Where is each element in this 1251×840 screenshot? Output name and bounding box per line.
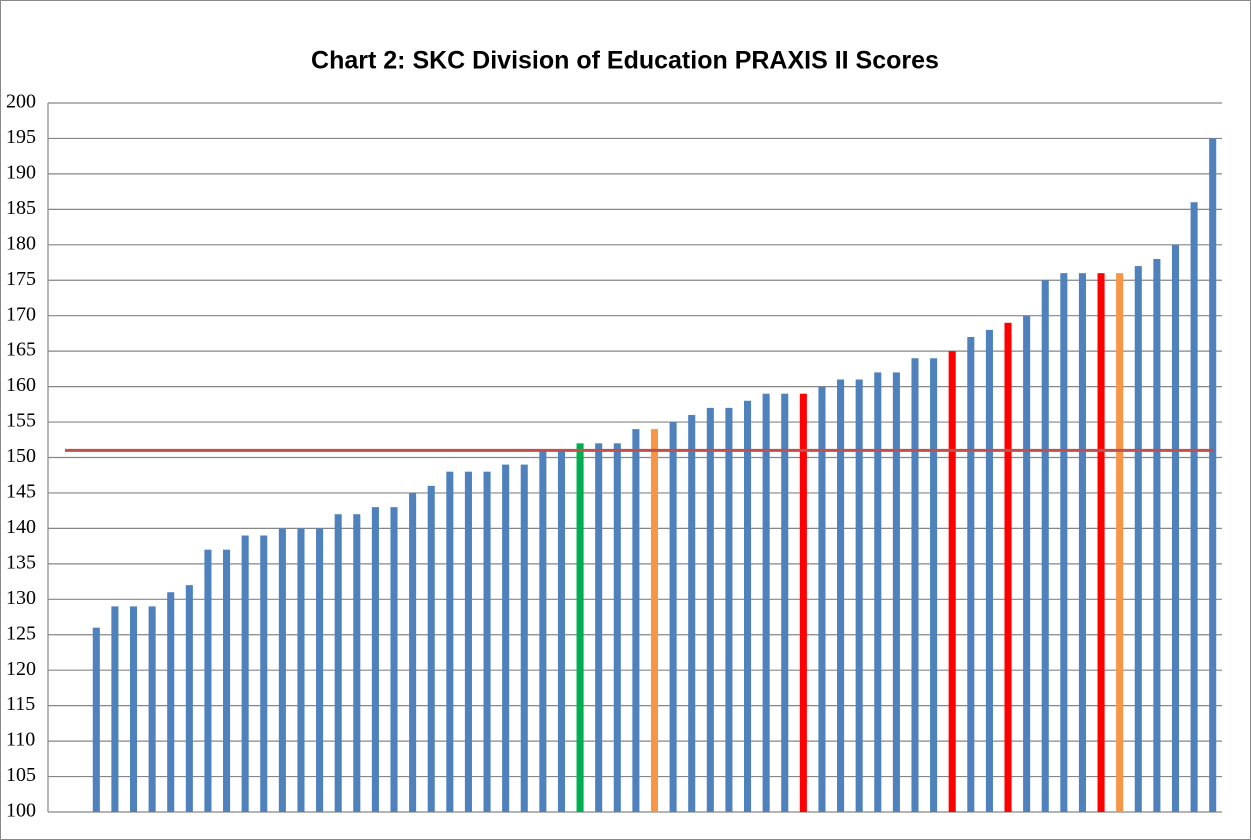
bar [1209, 138, 1217, 812]
bar [576, 443, 584, 812]
bar [278, 528, 286, 812]
bar [1171, 244, 1180, 813]
y-tick-label: 105 [6, 764, 36, 786]
y-tick-label: 120 [6, 658, 36, 680]
bar [557, 450, 566, 812]
chart-title: Chart 2: SKC Division of Education PRAXI… [311, 47, 939, 75]
bar [539, 450, 547, 812]
y-tick-label: 190 [6, 161, 36, 183]
bar [1060, 273, 1068, 812]
bar [446, 471, 454, 812]
bar [967, 336, 975, 812]
bar [1097, 273, 1105, 812]
y-tick-label: 140 [6, 516, 36, 538]
bar [1004, 322, 1012, 812]
bar [669, 422, 677, 812]
bar [464, 471, 472, 812]
bar [837, 379, 845, 812]
bar [1116, 273, 1124, 812]
bar [185, 585, 193, 812]
bar [129, 606, 138, 812]
bar [818, 386, 826, 812]
y-tick-label: 180 [6, 232, 36, 254]
y-tick-label: 100 [6, 800, 36, 822]
bar [799, 393, 807, 812]
bar [260, 535, 268, 812]
bar [502, 464, 510, 812]
bar [1023, 315, 1031, 812]
bar [520, 464, 528, 812]
y-tick-label: 125 [6, 622, 36, 644]
bar [1190, 202, 1198, 812]
bar [725, 407, 733, 812]
y-tick-label: 155 [6, 410, 36, 432]
y-tick-label: 110 [6, 729, 35, 751]
y-tick-label: 135 [6, 551, 36, 573]
bar [92, 627, 100, 812]
bar [948, 351, 956, 812]
bar [390, 507, 398, 812]
bar [688, 414, 696, 812]
bar [427, 485, 435, 812]
bar [706, 407, 714, 812]
y-tick-label: 160 [6, 374, 36, 396]
bar [1078, 273, 1086, 812]
bar [650, 429, 659, 812]
bar [892, 372, 900, 812]
bar [483, 471, 491, 812]
bar [334, 514, 342, 812]
y-tick-label: 200 [6, 91, 36, 113]
bar [911, 358, 919, 812]
bar [613, 443, 621, 812]
bar [204, 549, 212, 812]
bar [297, 528, 305, 812]
y-tick-label: 145 [6, 481, 36, 503]
y-tick-label: 115 [6, 693, 35, 715]
y-tick-label: 150 [6, 445, 36, 467]
y-tick-label: 195 [6, 126, 36, 148]
bar [985, 329, 993, 812]
bar [409, 492, 417, 812]
y-tick-label: 130 [6, 587, 36, 609]
y-tick-label: 165 [6, 339, 36, 361]
bar [371, 507, 379, 812]
bar [316, 528, 324, 812]
bar [1153, 258, 1161, 813]
bar [762, 393, 770, 812]
bar [353, 514, 361, 812]
bar [874, 372, 882, 812]
bar [1134, 266, 1142, 812]
bar [595, 443, 603, 812]
bar [241, 535, 249, 812]
y-tick-label: 170 [6, 303, 36, 325]
bar [781, 393, 789, 812]
y-tick-label: 175 [6, 268, 36, 290]
bar [148, 606, 156, 812]
bar [743, 400, 752, 812]
y-tick-label: 185 [6, 197, 36, 219]
bar [167, 592, 175, 812]
bar [632, 429, 640, 812]
bar [111, 606, 119, 812]
bar [223, 549, 231, 812]
bar [855, 379, 863, 812]
bar [1041, 280, 1049, 812]
bar [930, 358, 938, 812]
